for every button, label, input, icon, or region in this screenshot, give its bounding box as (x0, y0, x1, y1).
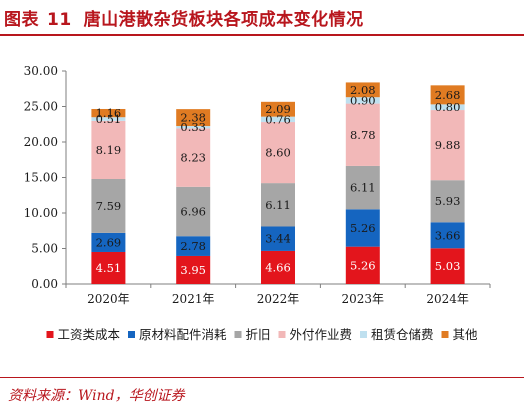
segment-labels: 4.51 2.69 7.59 8.19 0.511.16 3.95 2.78 6.96 8.23… (96, 83, 461, 277)
x-axis: 2020年 2021年 2022年 2023年 2024年 (65, 283, 491, 306)
x-tick-label: 2020年 (87, 292, 130, 306)
bar-segment (91, 117, 126, 121)
figure-number: 11 (47, 10, 72, 30)
bar-segment (176, 109, 211, 127)
bar-segment (261, 122, 295, 184)
data-label: 5.03 (435, 259, 461, 273)
data-label: 3.95 (180, 263, 206, 277)
legend-swatch (360, 331, 367, 338)
legend-label: 工资类成本 (58, 327, 121, 342)
data-label: 6.11 (350, 181, 376, 195)
y-tick-label: 0.00 (31, 277, 58, 291)
data-label: 1.16 (96, 106, 122, 120)
bar-segment (430, 104, 465, 111)
bar-segment (430, 85, 465, 105)
bar-segments (91, 82, 465, 284)
y-tick-label: 20.00 (24, 135, 58, 149)
data-label: 8.23 (180, 151, 206, 165)
bar-segment (345, 103, 380, 166)
data-label: 6.11 (265, 198, 291, 212)
bar-segment (176, 186, 211, 237)
bar-segment (430, 222, 465, 249)
x-tick-label: 2022年 (257, 292, 300, 306)
legend: 工资类成本 原材料配件消耗 折旧 外付作业费 租赁仓储费 其他 (46, 327, 479, 342)
legend-swatch (128, 331, 135, 338)
y-tick-label: 10.00 (24, 206, 58, 220)
x-tick-label: 2024年 (426, 292, 469, 306)
data-label: 0.51 (96, 112, 122, 126)
x-tick-label: 2021年 (172, 292, 215, 306)
bar-segment (176, 255, 211, 284)
data-label: 4.66 (265, 260, 291, 274)
y-tick-label: 25.00 (24, 100, 58, 114)
data-label: 2.68 (435, 88, 461, 102)
data-label: 8.60 (265, 146, 291, 160)
bar-segment (261, 101, 295, 117)
bar-segment (176, 128, 211, 187)
data-label: 2.08 (350, 83, 376, 97)
figure-title-text: 唐山港散杂货板块各项成本变化情况 (83, 10, 364, 30)
data-label: 3.44 (265, 232, 291, 246)
data-label: 8.78 (350, 128, 376, 142)
legend-label: 折旧 (246, 327, 271, 342)
figure-title: 图表 11 唐山港散杂货板块各项成本变化情况 (4, 5, 364, 30)
y-tick-label: 15.00 (24, 171, 58, 185)
bar-segment (91, 178, 126, 233)
bar-segment (345, 246, 380, 284)
bar-segment (91, 120, 126, 179)
bar-segment (430, 180, 465, 223)
bar-segment (261, 250, 295, 284)
bar-segment (176, 236, 211, 256)
data-label: 0.76 (265, 112, 291, 126)
bar-segment (345, 82, 380, 98)
source-note: 资料来源：Wind，华创证券 (8, 388, 185, 404)
figure-label: 图表 (4, 10, 39, 30)
data-label: 2.09 (265, 102, 291, 116)
data-label: 3.66 (435, 228, 461, 242)
bar-segment (261, 226, 295, 251)
bar-segment (430, 248, 465, 284)
source-divider (0, 377, 524, 378)
data-label: 6.96 (180, 205, 206, 219)
legend-label: 租赁仓储费 (371, 327, 434, 342)
data-label: 4.51 (96, 261, 122, 275)
bar-segment (91, 108, 126, 118)
data-label: 0.80 (435, 100, 461, 114)
y-tick-label: 30.00 (24, 64, 58, 78)
x-tick-label: 2023年 (342, 292, 385, 306)
legend-label: 其他 (453, 327, 479, 342)
bar-segment (261, 116, 295, 123)
data-label: 0.90 (350, 93, 376, 107)
bar-segment (91, 232, 126, 252)
bar-segment (430, 110, 465, 181)
data-label: 5.26 (350, 221, 376, 235)
bar-segment (345, 165, 380, 210)
legend-swatch (46, 331, 54, 338)
title-underline (0, 34, 524, 36)
data-label: 9.88 (435, 138, 461, 152)
data-label: 8.19 (96, 143, 122, 157)
y-tick-label: 5.00 (31, 242, 58, 256)
legend-swatch (441, 331, 449, 338)
data-label: 2.78 (180, 239, 206, 253)
legend-label: 原材料配件消耗 (139, 327, 227, 342)
legend-label: 外付作业费 (290, 327, 353, 342)
data-label: 5.93 (435, 194, 461, 208)
data-label: 2.69 (96, 235, 122, 249)
legend-swatch (278, 331, 286, 338)
bar-segment (345, 97, 380, 104)
bar-segment (91, 251, 126, 284)
data-label: 7.59 (96, 199, 122, 213)
legend-swatch (234, 331, 242, 338)
bar-segment (176, 126, 211, 129)
data-label: 2.38 (180, 111, 206, 125)
figure-title-bar: 图表 11 唐山港散杂货板块各项成本变化情况 (0, 0, 524, 36)
bar-segment (261, 183, 295, 227)
data-label: 5.26 (350, 258, 376, 272)
data-label: 0.33 (180, 120, 206, 134)
y-axis: 0.00 5.00 10.00 15.00 20.00 25.00 30.00 (24, 64, 67, 291)
bar-segment (345, 209, 380, 247)
